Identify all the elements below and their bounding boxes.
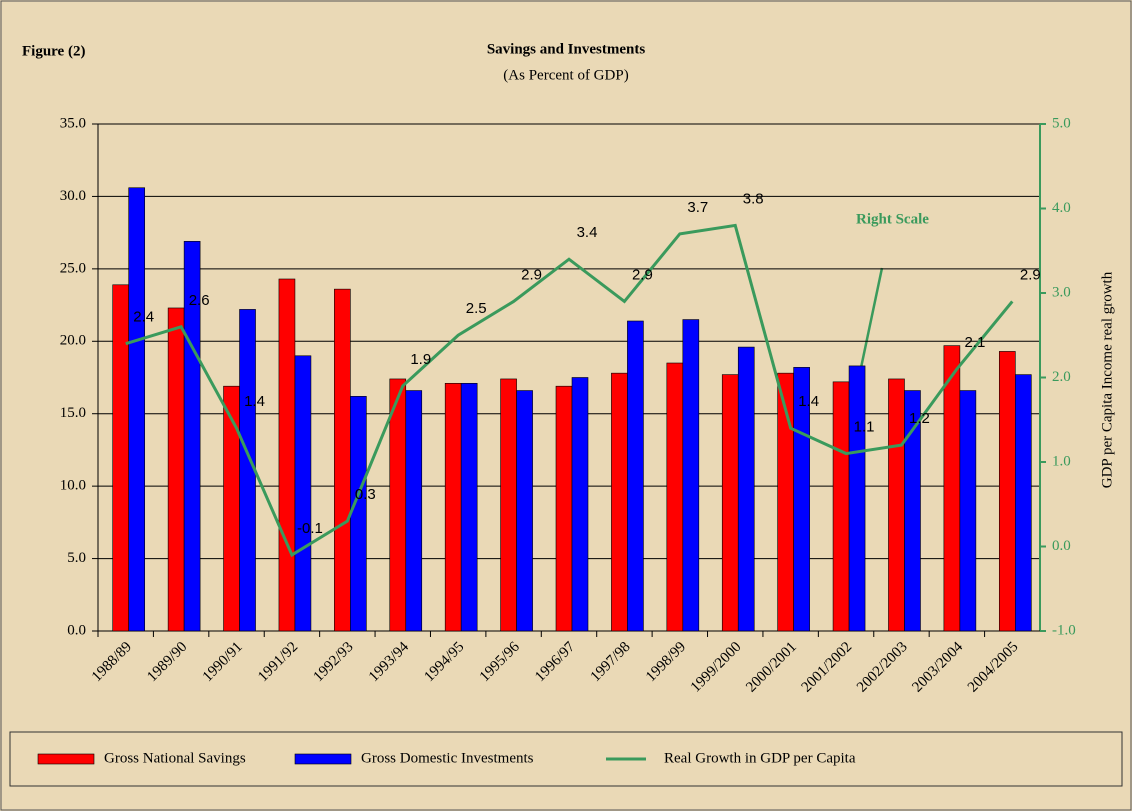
bar — [998, 351, 1016, 632]
data-label: 1.2 — [909, 410, 930, 427]
data-label: 3.8 — [743, 190, 764, 207]
bar — [389, 378, 407, 632]
bar — [627, 320, 644, 632]
bar — [278, 278, 296, 632]
x-tick-label: 1996/97 — [532, 639, 578, 685]
bar — [666, 362, 684, 632]
bar — [682, 319, 700, 632]
y-tick-label: 15.0 — [60, 405, 86, 421]
x-tick-label: 1989/90 — [144, 639, 190, 685]
x-tick-label: 2004/2005 — [965, 639, 1022, 696]
bar — [500, 378, 517, 632]
bar — [848, 365, 866, 632]
bar — [1014, 374, 1032, 632]
bar — [943, 345, 961, 632]
bar — [555, 385, 573, 632]
bar — [128, 187, 146, 632]
x-tick-label: 1993/94 — [366, 639, 412, 685]
data-label: 2.9 — [632, 266, 653, 283]
x-tick-label: 1990/91 — [200, 639, 246, 685]
bar — [334, 288, 351, 632]
y2-tick-label: 2.0 — [1052, 369, 1071, 385]
data-label: 3.7 — [687, 199, 708, 216]
data-label: 2.1 — [964, 334, 985, 351]
y2-tick-label: 0.0 — [1052, 538, 1071, 554]
y2-axis-label: GDP per Capita Income real growth — [1099, 271, 1115, 488]
bar — [888, 378, 905, 632]
annotation: Right Scale — [856, 211, 929, 227]
data-label: 1.4 — [798, 393, 819, 410]
bar — [460, 382, 478, 632]
x-tick-label: 1991/92 — [255, 639, 301, 685]
y2-tick-label: 3.0 — [1052, 284, 1071, 300]
bar — [405, 390, 423, 632]
data-label: 1.4 — [244, 393, 265, 410]
x-tick-label: 1992/93 — [311, 639, 357, 685]
y2-tick-label: -1.0 — [1052, 622, 1076, 638]
y2-tick-label: 5.0 — [1052, 115, 1071, 131]
y2-tick-label: 4.0 — [1052, 200, 1071, 216]
data-label: 2.9 — [521, 266, 542, 283]
y-tick-label: 25.0 — [60, 260, 86, 276]
bar — [793, 367, 810, 632]
data-label: 3.4 — [577, 224, 598, 241]
bar — [516, 390, 533, 632]
data-label: 2.9 — [1020, 266, 1041, 283]
x-tick-label: 1995/96 — [477, 639, 523, 685]
data-label: 0.3 — [355, 486, 376, 503]
chart-subtitle: (As Percent of GDP) — [503, 67, 628, 83]
line — [125, 223, 1014, 558]
bar — [223, 385, 240, 632]
bar — [167, 307, 185, 632]
data-label: 1.9 — [410, 351, 431, 368]
bar — [350, 396, 367, 632]
data-label: 2.4 — [133, 309, 154, 326]
x-tick-label: 2003/2004 — [909, 639, 966, 696]
chart-title: Savings and Investments — [487, 41, 646, 57]
data-label: -0.1 — [297, 520, 323, 537]
bar — [294, 355, 312, 632]
legend-label: Real Growth in GDP per Capita — [664, 750, 856, 766]
legend-swatch — [37, 753, 95, 765]
x-tick-label: 1998/99 — [643, 639, 689, 685]
x-tick-label: 2000/2001 — [743, 639, 800, 696]
legend-swatch — [294, 753, 352, 765]
x-tick-label: 1994/95 — [421, 639, 467, 685]
bar — [832, 381, 850, 632]
bar — [721, 374, 739, 632]
y-tick-label: 10.0 — [60, 478, 86, 494]
x-tick-label: 1988/89 — [89, 639, 135, 685]
bar — [737, 346, 755, 632]
bar — [904, 390, 921, 632]
y2-tick-label: 1.0 — [1052, 453, 1071, 469]
x-tick-label: 2002/2003 — [854, 639, 911, 696]
bar — [112, 284, 130, 632]
figure-label: Figure (2) — [22, 43, 85, 59]
bar — [571, 377, 589, 632]
bar — [611, 372, 628, 632]
x-tick-label: 1999/2000 — [688, 639, 745, 696]
y-tick-label: 35.0 — [60, 115, 86, 131]
bar — [239, 309, 256, 632]
legend-label: Gross National Savings — [104, 750, 246, 766]
y-tick-label: 5.0 — [67, 550, 86, 566]
bar — [444, 382, 462, 632]
legend-label: Gross Domestic Investments — [361, 750, 534, 766]
data-label: 1.1 — [854, 419, 875, 436]
y-tick-label: 20.0 — [60, 333, 86, 349]
y-tick-label: 30.0 — [60, 188, 86, 204]
x-tick-label: 2001/2002 — [799, 639, 856, 696]
y-tick-label: 0.0 — [67, 622, 86, 638]
x-tick-label: 1997/98 — [588, 639, 634, 685]
bar — [959, 390, 977, 632]
data-label: 2.5 — [466, 300, 487, 317]
legend-box — [9, 731, 1123, 787]
data-label: 2.6 — [189, 292, 210, 309]
